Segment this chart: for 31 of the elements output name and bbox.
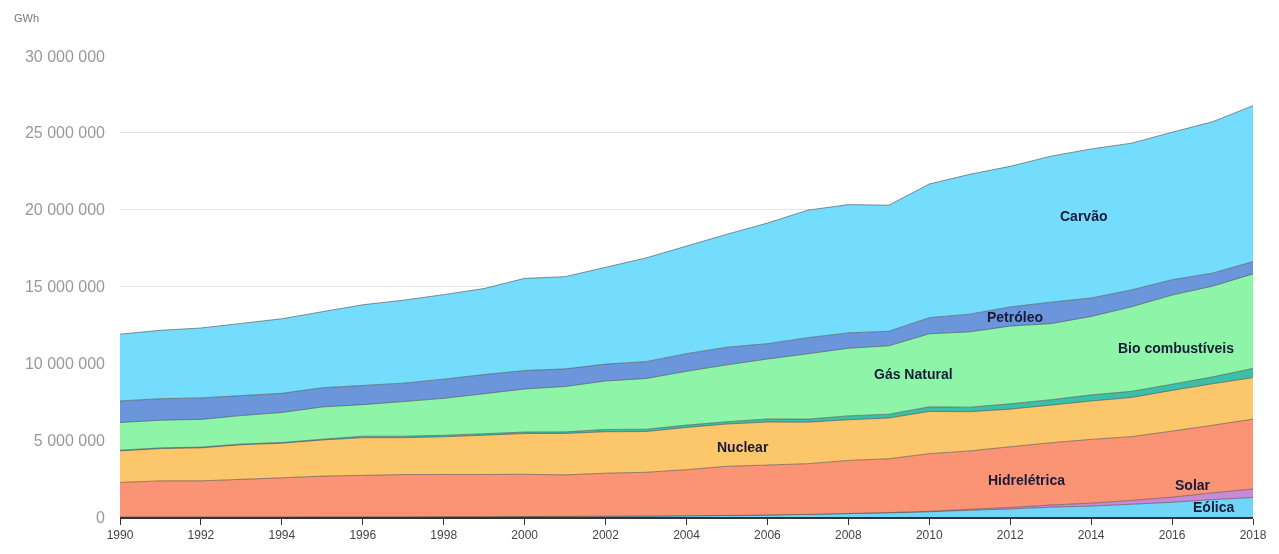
x-tick-label: 2012 xyxy=(996,528,1024,543)
series-label: Solar xyxy=(1175,477,1211,493)
y-tick-label: 20 000 000 xyxy=(24,201,106,219)
x-tick-label: 1990 xyxy=(106,528,134,543)
x-tick-label: 1994 xyxy=(268,528,296,543)
x-tick-label: 2016 xyxy=(1158,528,1186,543)
y-tick-label: 0 xyxy=(96,508,106,526)
y-tick-label: 10 000 000 xyxy=(24,354,106,372)
y-tick-label: 25 000 000 xyxy=(24,124,106,142)
x-tick-label: 1996 xyxy=(349,528,377,543)
y-tick-label: 30 000 000 xyxy=(24,47,106,65)
x-tick-label: 2004 xyxy=(673,528,701,543)
x-tick-label: 1998 xyxy=(430,528,458,543)
series-label: Nuclear xyxy=(717,439,769,455)
series-label: Eólica xyxy=(1193,499,1235,515)
series-label: Petróleo xyxy=(987,309,1044,325)
x-tick-label: 1992 xyxy=(187,528,215,543)
y-tick-label: 5 000 000 xyxy=(33,431,106,449)
x-tick-label: 2006 xyxy=(754,528,782,543)
x-tick-label: 2018 xyxy=(1239,528,1267,543)
x-tick-label: 2014 xyxy=(1077,528,1105,543)
x-tick-label: 2000 xyxy=(511,528,539,543)
y-axis-title: GWh xyxy=(14,12,40,24)
series-label: Gás Natural xyxy=(874,366,953,382)
series-label: Bio combustíveis xyxy=(1118,340,1235,356)
y-tick-label: 15 000 000 xyxy=(24,278,106,296)
x-tick-label: 2002 xyxy=(592,528,620,543)
x-tick-label: 2008 xyxy=(835,528,863,543)
series-label: Carvão xyxy=(1060,208,1108,224)
series-label: Hidrelétrica xyxy=(988,472,1066,488)
x-tick-label: 2010 xyxy=(915,528,943,543)
